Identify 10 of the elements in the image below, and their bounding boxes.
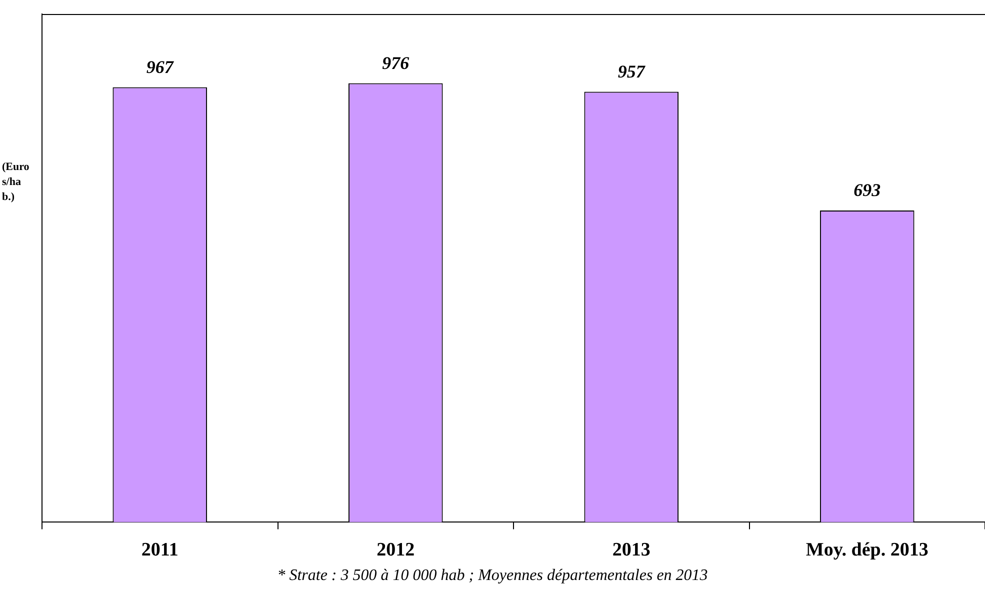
text: * Strate : 3 500 à 10 000 hab ; Moyennes départementales en 2013 xyxy=(276,567,709,585)
data-label: 976 xyxy=(382,52,410,73)
data-label: 967 xyxy=(146,56,174,77)
x-tick-label: 2013 xyxy=(612,540,650,561)
x-tick-label: Moy. dép. 2013 xyxy=(806,540,928,561)
data-label: 957 xyxy=(618,61,646,82)
data-label: 693 xyxy=(854,180,881,200)
x-tick-label: 2011 xyxy=(141,540,178,561)
y-axis-title: (Euros/hab.) xyxy=(2,160,30,205)
x-tick-label: 2012 xyxy=(376,540,415,561)
